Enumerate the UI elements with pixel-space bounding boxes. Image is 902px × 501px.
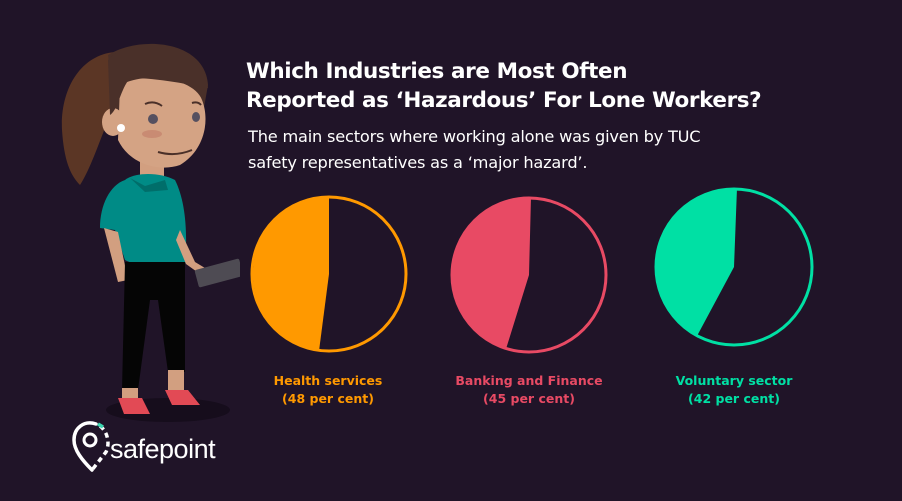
subtitle: The main sectors where working alone was… [248, 124, 701, 176]
category-label: Health services [273, 373, 383, 388]
pie-label-banking-finance: Banking and Finance (45 per cent) [429, 372, 629, 408]
pie-slice-voluntary-sector [656, 187, 737, 337]
pie-label-health-services: Health services (48 per cent) [228, 372, 428, 408]
category-label: Banking and Finance [455, 373, 603, 388]
brand-logo-text: safepoint [110, 434, 216, 464]
pie-chart-voluntary-sector [654, 187, 814, 347]
value-label: (45 per cent) [483, 391, 575, 406]
title-line-1: Which Industries are Most Often [246, 59, 628, 84]
title-line-2: Reported as ‘Hazardous’ For Lone Workers… [246, 88, 762, 113]
value-label: (48 per cent) [282, 391, 374, 406]
page-title: Which Industries are Most Often Reported… [246, 57, 762, 115]
pie-slice-banking-finance [452, 196, 531, 350]
pie-label-voluntary-sector: Voluntary sector (42 per cent) [634, 372, 834, 408]
subtitle-line-1: The main sectors where working alone was… [248, 127, 701, 146]
pie-chart-health-services [250, 195, 408, 353]
pie-slice-health-services [253, 196, 329, 351]
category-label: Voluntary sector [675, 373, 793, 388]
pie-chart-banking-finance [450, 196, 608, 354]
value-label: (42 per cent) [688, 391, 780, 406]
location-pin-icon [72, 421, 110, 472]
woman-illustration [61, 43, 240, 422]
subtitle-line-2: safety representatives as a ‘major hazar… [248, 153, 588, 172]
